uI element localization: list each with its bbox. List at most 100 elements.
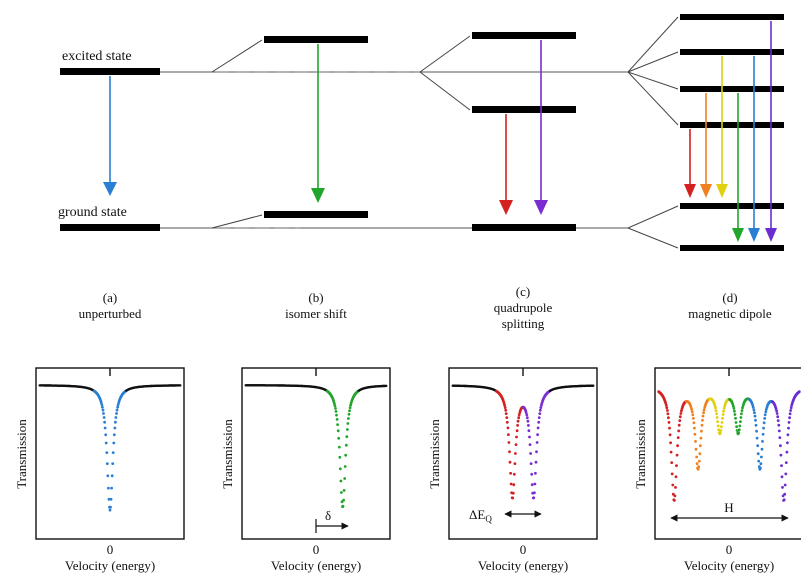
curve-a [38, 368, 182, 512]
zero-label-b: 0 [313, 542, 320, 557]
spectrum-point [348, 406, 352, 410]
spectrum-point [763, 417, 767, 420]
spectrum-point [111, 451, 115, 454]
arrow-c-red [499, 114, 513, 215]
spectrum-point [761, 432, 765, 436]
level-a-ground [60, 224, 160, 231]
spectrum-point [529, 462, 533, 465]
zero-label-a: 0 [107, 542, 114, 557]
spectrum-point [103, 426, 107, 430]
spectrum-point [679, 412, 683, 415]
spectrum-point [104, 441, 108, 445]
spectrum-point [762, 421, 766, 425]
spectrum-point [349, 403, 352, 407]
spectrum-point [102, 412, 105, 415]
spectrum-point [512, 483, 516, 487]
ylabel-b: Transmission [220, 419, 235, 489]
spectrum-point [740, 412, 743, 416]
spectrum-point [538, 408, 542, 412]
isomer-shift-annotation: δ [315, 508, 349, 533]
zero-label-d: 0 [726, 542, 733, 557]
hyperfine-field-annotation: H [670, 500, 789, 522]
spectrum-point [759, 462, 763, 466]
spectrum-point [676, 444, 679, 448]
spectrum-point [677, 429, 681, 433]
spectrum-point [779, 444, 782, 448]
spectrum-point [737, 428, 741, 432]
spectrum-point [344, 443, 348, 447]
panel-d-title: magnetic dipole [688, 306, 772, 321]
spectrum-point [698, 444, 702, 448]
spectrum-point [385, 384, 388, 388]
spectrum-point [668, 426, 671, 430]
panel-c-title-line1: quadrupole [494, 300, 553, 315]
spectrum-point [517, 416, 521, 420]
spectrum-point [333, 402, 336, 405]
spectrum-point [338, 467, 342, 471]
spectrum-point [504, 408, 508, 412]
spectrum-point [755, 436, 759, 440]
spectrum-point [343, 465, 347, 468]
spectrum-point [786, 433, 790, 437]
spectrum-point [755, 429, 758, 433]
spectrum-point [788, 412, 792, 416]
spectrum-point [717, 428, 721, 432]
arrow-b-green [311, 44, 325, 203]
curve-b [244, 368, 388, 509]
spectrum-point [110, 474, 114, 478]
level-d-excited-4 [680, 122, 784, 128]
panel-d-letter: (d) [722, 290, 737, 305]
spectrum-point [696, 467, 700, 471]
spectrum-point [777, 429, 781, 433]
panel-b-title: isomer shift [285, 306, 347, 321]
spectrum-point [517, 413, 521, 417]
spectrum-point [678, 415, 682, 419]
spectrum-point [115, 412, 118, 415]
plot-frame-b [241, 367, 391, 540]
level-c-excited-lower [472, 106, 576, 113]
spectrum-point [719, 429, 723, 432]
panel-c-letter: (c) [516, 284, 530, 299]
spectrum-point [764, 410, 768, 414]
spectrum-point [762, 426, 765, 430]
spectrum-point [715, 412, 718, 416]
spectrum-point [695, 455, 698, 459]
spectrum-point [535, 450, 538, 454]
spectrum-point [670, 461, 674, 464]
spectrum-point [525, 416, 529, 420]
spectrum-point [530, 483, 534, 487]
spectrum-point [664, 403, 668, 407]
spectrum-point [511, 491, 515, 495]
spectrum-point [778, 436, 782, 439]
xlabel-c: Velocity (energy) [478, 558, 568, 573]
spectrum-point [713, 404, 717, 408]
spectrum-point [701, 414, 705, 418]
spectrum-point [346, 428, 349, 431]
level-d-ground-1 [680, 203, 784, 209]
spectrum-point [779, 453, 783, 457]
spectrum-point [347, 417, 350, 420]
spectrum-point [534, 471, 537, 475]
spectrum-point [534, 460, 538, 464]
arrow-d-orange [700, 93, 712, 198]
spectrum-point [776, 419, 780, 422]
spectrum-point [669, 441, 672, 445]
spectrum-point [787, 426, 790, 430]
excited-state-label: excited state [62, 49, 132, 64]
spectrum-point [525, 413, 529, 417]
spectrum-point [763, 413, 767, 417]
spectrum-point [508, 450, 511, 454]
spectrum-point [509, 471, 512, 475]
spectrum-point [784, 472, 788, 476]
ylabel-c: Transmission [427, 419, 442, 489]
spectrum-point [720, 421, 724, 424]
spectrum-point [337, 445, 341, 449]
spectrum-point [537, 420, 541, 424]
spectrum-point [738, 424, 742, 428]
spectrum-point [533, 491, 536, 495]
spectrum-point [105, 451, 109, 454]
spectrum-point [693, 426, 696, 430]
level-d-excited-1 [680, 14, 784, 20]
spectrum-point [505, 416, 509, 419]
